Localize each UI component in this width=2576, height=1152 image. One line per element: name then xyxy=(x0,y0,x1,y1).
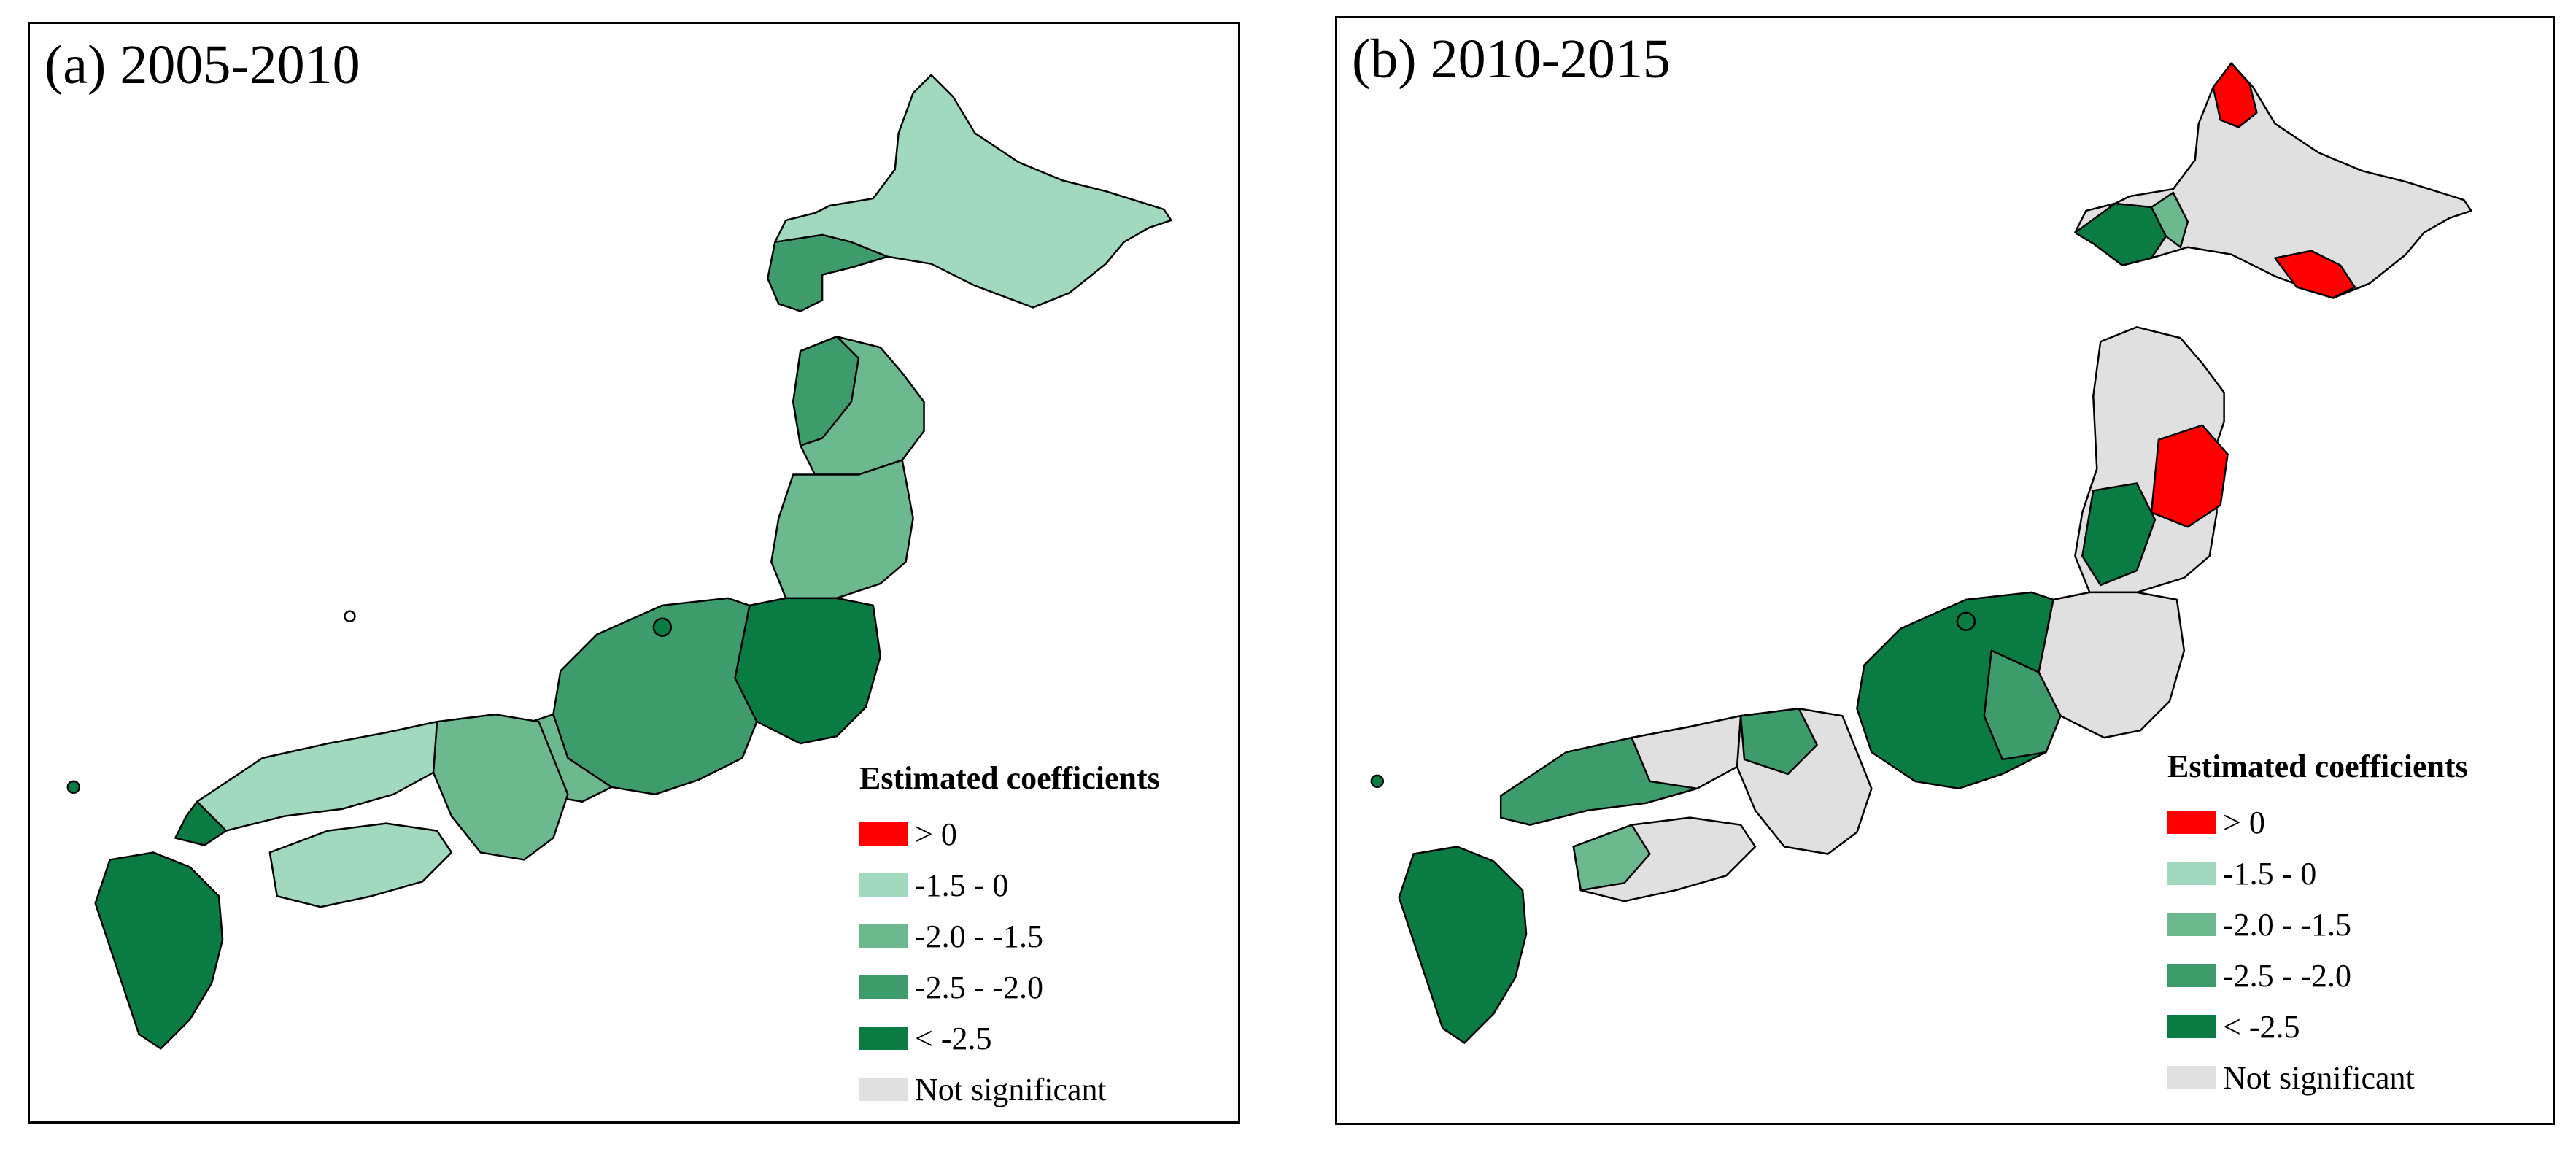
japan-map xyxy=(66,74,1172,1050)
legend-swatch xyxy=(859,1027,908,1050)
map-legend: Estimated coefficients > 0 -1.5 - 0 -2.0… xyxy=(2167,748,2468,1103)
legend-label: Not significant xyxy=(915,1071,1107,1107)
region-hokkaido-west xyxy=(2074,202,2167,266)
legend-swatch xyxy=(2167,1015,2216,1038)
region-shikoku-green xyxy=(1572,824,1651,892)
region-tohoku-north-dark xyxy=(792,336,860,447)
region-chugoku-west xyxy=(174,800,228,846)
legend-item: -1.5 - 0 xyxy=(859,859,1160,911)
legend-label: -2.0 - -1.5 xyxy=(915,918,1043,954)
region-tohoku-green xyxy=(2081,482,2157,587)
legend-swatch xyxy=(2167,1066,2216,1089)
legend-label: -2.5 - -2.0 xyxy=(915,969,1043,1005)
legend-swatch xyxy=(2167,862,2216,885)
legend-item: < -2.5 xyxy=(859,1013,1160,1064)
legend-item: > 0 xyxy=(859,808,1160,859)
panel-title: (a) 2005-2010 xyxy=(45,34,360,96)
region-chugoku xyxy=(196,720,438,832)
panel-title: (b) 2010-2015 xyxy=(1352,28,1671,90)
map-panel-b: (b) 2010-2015 xyxy=(1335,16,2555,1125)
region-hokkaido-north-positive xyxy=(2212,62,2258,128)
region-hokkaido-east-positive xyxy=(2274,250,2356,299)
legend-swatch xyxy=(859,924,908,948)
legend-item: < -2.5 xyxy=(2167,1001,2468,1052)
legend-item: -2.0 - -1.5 xyxy=(859,911,1160,962)
region-tohoku-south xyxy=(770,459,914,600)
legend-label: > 0 xyxy=(915,816,957,852)
legend-item: -2.0 - -1.5 xyxy=(2167,899,2468,950)
legend-swatch xyxy=(2167,964,2216,987)
region-kyushu xyxy=(1398,846,1528,1044)
map-legend: Estimated coefficients > 0 -1.5 - 0 -2.0… xyxy=(859,759,1160,1115)
legend-swatch xyxy=(859,1078,908,1101)
region-kinki xyxy=(432,713,569,861)
region-hokkaido xyxy=(774,74,1172,309)
legend-swatch xyxy=(859,975,908,999)
region-hokkaido-sw xyxy=(767,233,889,312)
region-kinki-green xyxy=(1739,708,1818,776)
legend-label: -2.0 - -1.5 xyxy=(2223,906,2351,943)
legend-label: < -2.5 xyxy=(2223,1008,2300,1045)
legend-label: -2.5 - -2.0 xyxy=(2223,957,2351,994)
legend-item: Not significant xyxy=(2167,1052,2468,1103)
legend-item: > 0 xyxy=(2167,797,2468,848)
legend-title: Estimated coefficients xyxy=(859,760,1160,796)
region-chugoku-east xyxy=(1631,714,1742,790)
map-panel-a: (a) 2005-2010 xyxy=(28,22,1240,1124)
legend-item: -2.5 - -2.0 xyxy=(2167,950,2468,1001)
legend-swatch xyxy=(859,822,908,846)
legend-swatch xyxy=(859,873,908,897)
legend-item: -2.5 - -2.0 xyxy=(859,962,1160,1013)
region-chubu-mix xyxy=(1983,649,2062,761)
legend-label: -1.5 - 0 xyxy=(915,867,1009,903)
japan-map xyxy=(1370,62,2472,1044)
legend-item: -1.5 - 0 xyxy=(2167,848,2468,899)
legend-item: Not significant xyxy=(859,1064,1160,1115)
legend-label: Not significant xyxy=(2223,1059,2415,1096)
region-shikoku xyxy=(268,822,453,908)
legend-label: > 0 xyxy=(2223,804,2265,840)
legend-label: < -2.5 xyxy=(915,1020,992,1056)
region-kyushu xyxy=(94,851,224,1050)
legend-title: Estimated coefficients xyxy=(2167,749,2468,784)
region-hokkaido-west-light xyxy=(2150,191,2189,249)
legend-swatch xyxy=(2167,811,2216,834)
legend-swatch xyxy=(2167,913,2216,936)
legend-label: -1.5 - 0 xyxy=(2223,855,2317,892)
